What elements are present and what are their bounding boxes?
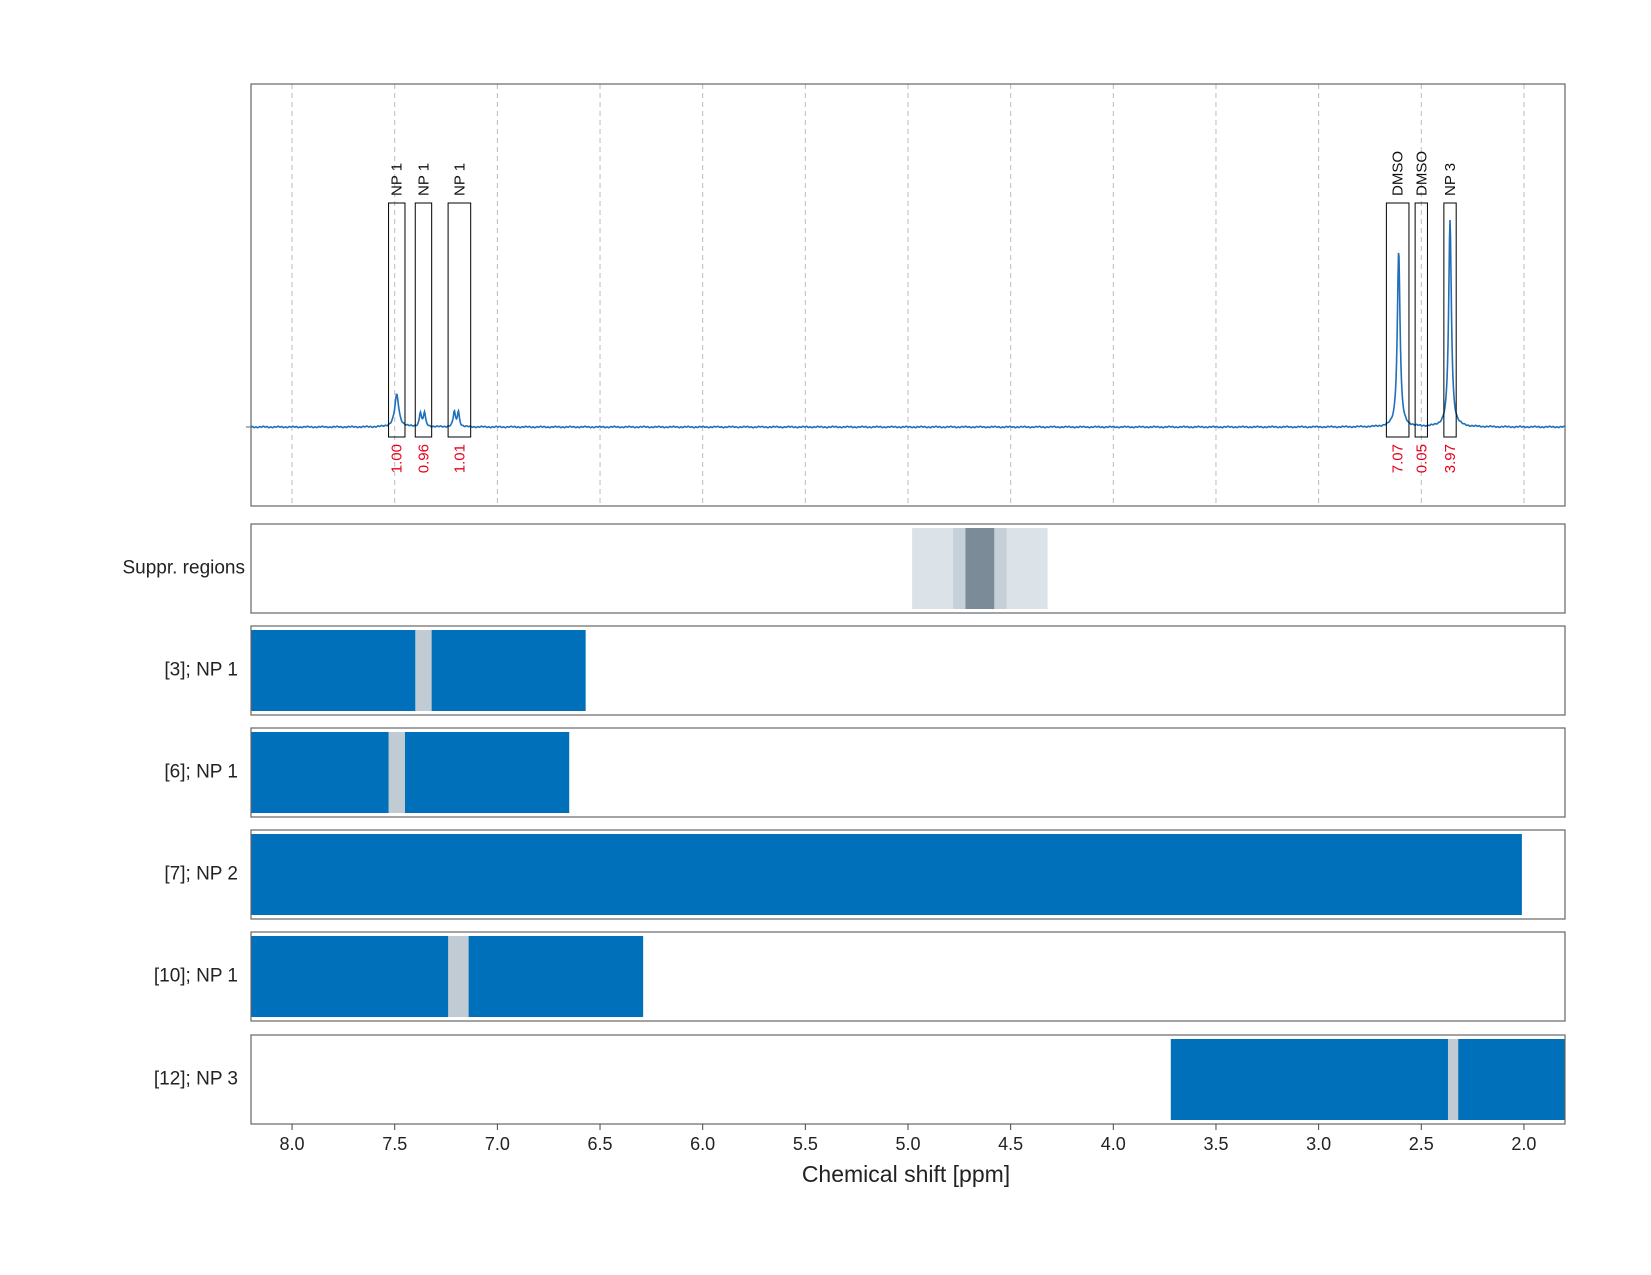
suppression-frame [250, 523, 1566, 614]
row-gap [388, 732, 405, 813]
x-tick-label: 4.0 [1101, 1134, 1126, 1154]
row-gap [448, 936, 469, 1017]
region-integral: 0.05 [1413, 444, 1430, 473]
row-bar [251, 732, 570, 813]
row-bar [251, 936, 644, 1017]
x-tick-label: 6.0 [690, 1134, 715, 1154]
region-integral: 3.97 [1442, 444, 1459, 473]
region-label: NP 1 [389, 163, 406, 196]
region-integral: 1.01 [451, 444, 468, 473]
region-integral: 7.07 [1390, 444, 1407, 473]
integration-region-4 [1414, 202, 1428, 438]
row-frame [250, 727, 1566, 818]
row-label: [6]; NP 1 [164, 762, 238, 783]
spectrum-panel: NP 1 1.00 NP 1 0.96 NP 1 1.01 DMSO 7.07 DMSO 0.05… [246, 83, 1566, 507]
x-tick-label: 3.5 [1203, 1134, 1228, 1154]
row-label: [7]; NP 2 [164, 864, 238, 885]
x-axis-label: Chemical shift [ppm] [802, 1161, 1010, 1187]
region-label: DMSO [1413, 151, 1430, 196]
row-label: [3]; NP 1 [164, 660, 238, 681]
row-1: [6]; NP 1 [164, 727, 1566, 818]
integration-region-2 [447, 202, 472, 438]
row-frame [250, 931, 1566, 1022]
row-3: [10]; NP 1 [154, 931, 1566, 1022]
x-tick-label: 2.5 [1409, 1134, 1434, 1154]
row-gap [1447, 1039, 1459, 1120]
x-tick-label: 2.0 [1511, 1134, 1536, 1154]
spectrum-frame [250, 83, 1566, 507]
row-frame [250, 829, 1566, 920]
x-tick-label: 7.5 [382, 1134, 407, 1154]
integration-region-0 [388, 202, 406, 438]
region-integral: 1.00 [389, 444, 406, 473]
suppression-band-2 [965, 528, 995, 609]
x-tick-label: 5.0 [895, 1134, 920, 1154]
integration-region-1 [414, 202, 433, 438]
suppression-panel: Suppr. regions [122, 523, 1566, 614]
x-tick-label: 4.5 [998, 1134, 1023, 1154]
x-tick-label: 7.0 [485, 1134, 510, 1154]
region-label: DMSO [1390, 151, 1407, 196]
suppression-label: Suppr. regions [122, 558, 245, 579]
row-4: [12]; NP 3 [154, 1034, 1566, 1125]
x-tick-label: 8.0 [280, 1134, 305, 1154]
x-axis: 8.0 7.5 7.0 6.5 6.0 5.5 5.0 4.5 4.0 3.5 3.0 2.5 2.0 [280, 1124, 1536, 1154]
spectrum-line [250, 219, 1566, 429]
x-tick-label: 6.5 [588, 1134, 613, 1154]
region-label: NP 1 [415, 163, 432, 196]
integration-region-5 [1443, 202, 1457, 438]
region-integral: 0.96 [415, 444, 432, 473]
row-2: [7]; NP 2 [164, 829, 1566, 920]
assignment-rows: [3]; NP 1 [6]; NP 1 [7]; NP 2 [10]; NP 1 [12… [154, 625, 1566, 1125]
x-tick-label: 5.5 [793, 1134, 818, 1154]
row-label: [12]; NP 3 [154, 1069, 238, 1090]
row-frame [250, 625, 1566, 716]
row-bar [251, 834, 1522, 915]
row-gap [415, 630, 432, 711]
row-0: [3]; NP 1 [164, 625, 1566, 716]
region-label: NP 1 [451, 163, 468, 196]
region-label: NP 3 [1442, 163, 1459, 196]
row-bar [1170, 1039, 1565, 1120]
integration-region-3 [1385, 202, 1410, 438]
x-tick-label: 3.0 [1306, 1134, 1331, 1154]
row-label: [10]; NP 1 [154, 966, 238, 987]
